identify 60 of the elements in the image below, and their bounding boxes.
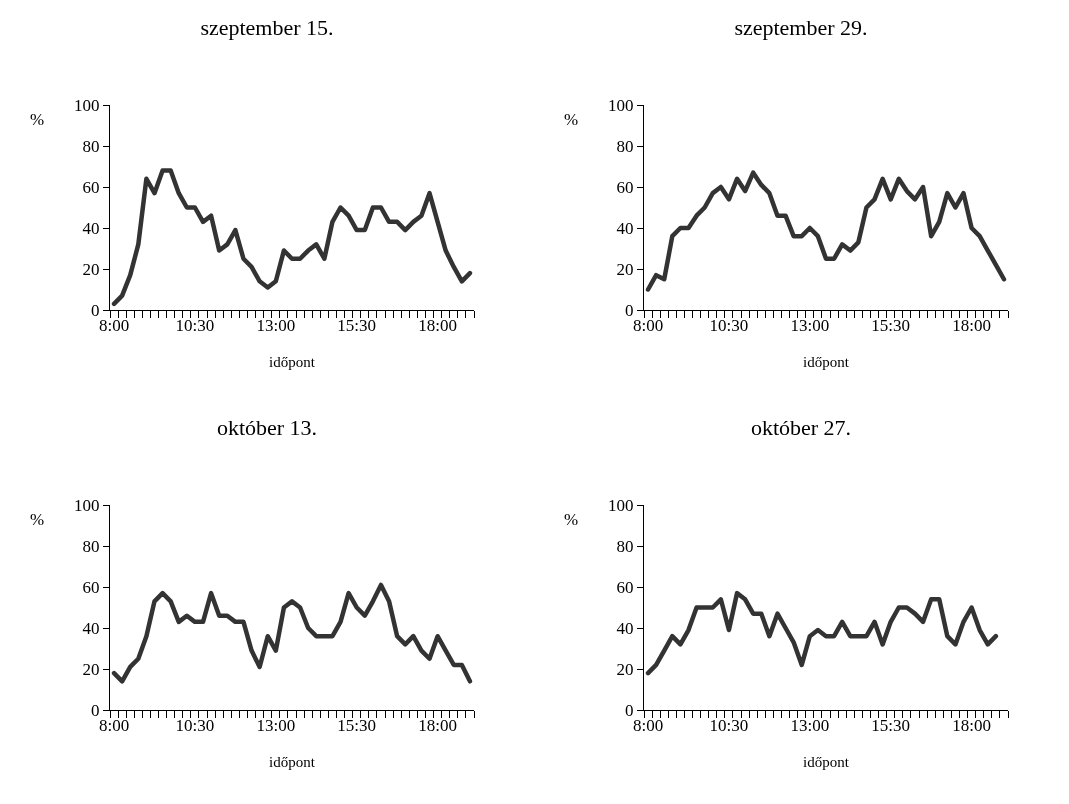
y-axis-title: % xyxy=(564,510,579,529)
line-series xyxy=(645,590,999,676)
line-series xyxy=(645,170,1007,292)
line-series xyxy=(111,582,473,684)
y-tick-label: 20 xyxy=(82,659,100,679)
y-tick-label: 40 xyxy=(616,618,634,638)
y-tick-label: 100 xyxy=(608,495,634,515)
x-tick-label: 8:00 xyxy=(632,316,664,336)
y-tick-label: 100 xyxy=(74,495,100,515)
x-axis-title: időpont xyxy=(803,354,850,371)
chart-title: szeptember 29. xyxy=(734,15,868,41)
y-tick-label: 40 xyxy=(82,618,100,638)
y-tick-label: 40 xyxy=(82,218,100,238)
x-tick-label: 8:00 xyxy=(632,716,664,736)
chart-title: október 13. xyxy=(216,415,318,441)
y-tick-label: 80 xyxy=(616,136,634,156)
y-tick-label: 100 xyxy=(74,95,100,115)
x-tick-label: 15:30 xyxy=(337,316,377,336)
y-tick-label: 20 xyxy=(616,659,634,679)
y-tick-label: 0 xyxy=(91,300,100,320)
x-tick-label: 8:00 xyxy=(98,716,130,736)
x-tick-label: 10:30 xyxy=(709,316,749,336)
y-tick-label: 40 xyxy=(616,218,634,238)
x-tick-label: 8:00 xyxy=(98,316,130,336)
y-tick-label: 0 xyxy=(625,700,634,720)
x-axis-title: időpont xyxy=(803,754,850,771)
x-axis-title: időpont xyxy=(269,354,316,371)
y-axis-title: % xyxy=(30,110,45,129)
line-series xyxy=(111,168,473,307)
y-tick-label: 20 xyxy=(82,259,100,279)
y-tick-label: 80 xyxy=(616,536,634,556)
x-tick-label: 18:00 xyxy=(418,316,457,336)
x-axis-title: időpont xyxy=(269,754,316,771)
x-tick-label: 10:30 xyxy=(175,716,215,736)
y-tick-label: 100 xyxy=(608,95,634,115)
x-tick-label: 18:00 xyxy=(952,316,991,336)
x-tick-label: 13:00 xyxy=(790,316,830,336)
x-tick-label: 10:30 xyxy=(709,716,749,736)
x-tick-label: 18:00 xyxy=(418,716,457,736)
x-tick-label: 13:00 xyxy=(256,716,296,736)
y-tick-label: 60 xyxy=(616,177,634,197)
y-axis-title: % xyxy=(30,510,45,529)
chart-title: október 27. xyxy=(750,415,852,441)
y-tick-label: 0 xyxy=(625,300,634,320)
x-tick-label: 15:30 xyxy=(337,716,377,736)
x-tick-label: 15:30 xyxy=(871,716,911,736)
y-tick-label: 60 xyxy=(616,577,634,597)
y-tick-label: 60 xyxy=(82,577,100,597)
x-tick-label: 15:30 xyxy=(871,316,911,336)
x-tick-label: 13:00 xyxy=(256,316,296,336)
chart-title: szeptember 15. xyxy=(200,15,334,41)
y-tick-label: 0 xyxy=(91,700,100,720)
x-tick-label: 18:00 xyxy=(952,716,991,736)
y-tick-label: 60 xyxy=(82,177,100,197)
x-tick-label: 13:00 xyxy=(790,716,830,736)
y-axis-title: % xyxy=(564,110,579,129)
y-tick-label: 80 xyxy=(82,136,100,156)
y-tick-label: 20 xyxy=(616,259,634,279)
x-tick-label: 10:30 xyxy=(175,316,215,336)
y-tick-label: 80 xyxy=(82,536,100,556)
